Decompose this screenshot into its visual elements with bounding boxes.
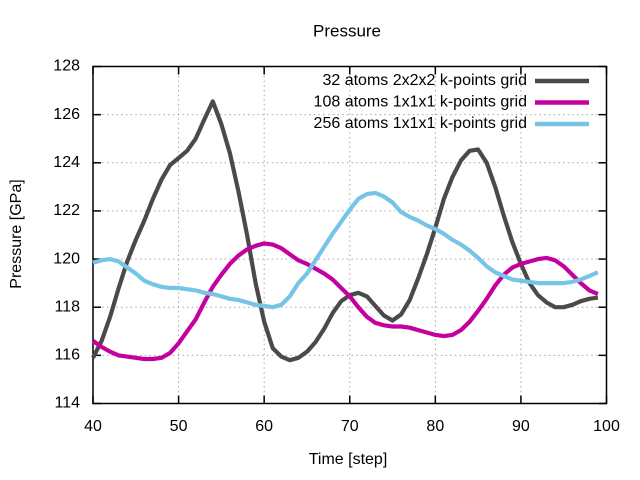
y-tick-label-114: 114 — [54, 395, 80, 412]
series-line-2 — [92, 190, 599, 310]
tick-labels: 40 50 60 70 80 90 100 114 116 118 120 122 124 126 128 — [53, 58, 620, 436]
x-tick-label-90: 90 — [512, 418, 530, 435]
legend-label-0: 32 atoms 2x2x2 k-points grid — [322, 72, 527, 89]
y-tick-label-120: 120 — [53, 250, 80, 267]
y-tick-label-122: 122 — [53, 202, 80, 219]
x-axis-label: Time [step] — [309, 451, 388, 468]
chart-title: Pressure — [313, 21, 381, 40]
x-tick-label-80: 80 — [426, 418, 444, 435]
plot-border — [92, 65, 608, 405]
legend-label-2: 256 atoms 1x1x1 k-points grid — [314, 115, 527, 132]
x-tick-label-70: 70 — [341, 418, 359, 435]
y-tick-label-124: 124 — [53, 154, 80, 171]
series-line-0 — [91, 99, 599, 363]
x-tick-label-60: 60 — [255, 418, 273, 435]
legend: 32 atoms 2x2x2 k-points grid 108 atoms 1x… — [314, 72, 589, 132]
y-tick-label-118: 118 — [54, 298, 80, 315]
data-series — [91, 99, 599, 363]
x-tick-label-50: 50 — [170, 418, 188, 435]
x-tick-label-100: 100 — [593, 418, 620, 435]
y-tick-label-128: 128 — [53, 58, 80, 75]
y-tick-label-116: 116 — [54, 347, 80, 364]
legend-label-1: 108 atoms 1x1x1 k-points grid — [314, 94, 527, 111]
y-tick-label-126: 126 — [53, 106, 80, 123]
series-line-1 — [91, 241, 599, 362]
y-axis-label: Pressure [GPa] — [8, 179, 25, 288]
x-tick-label-40: 40 — [84, 418, 102, 435]
